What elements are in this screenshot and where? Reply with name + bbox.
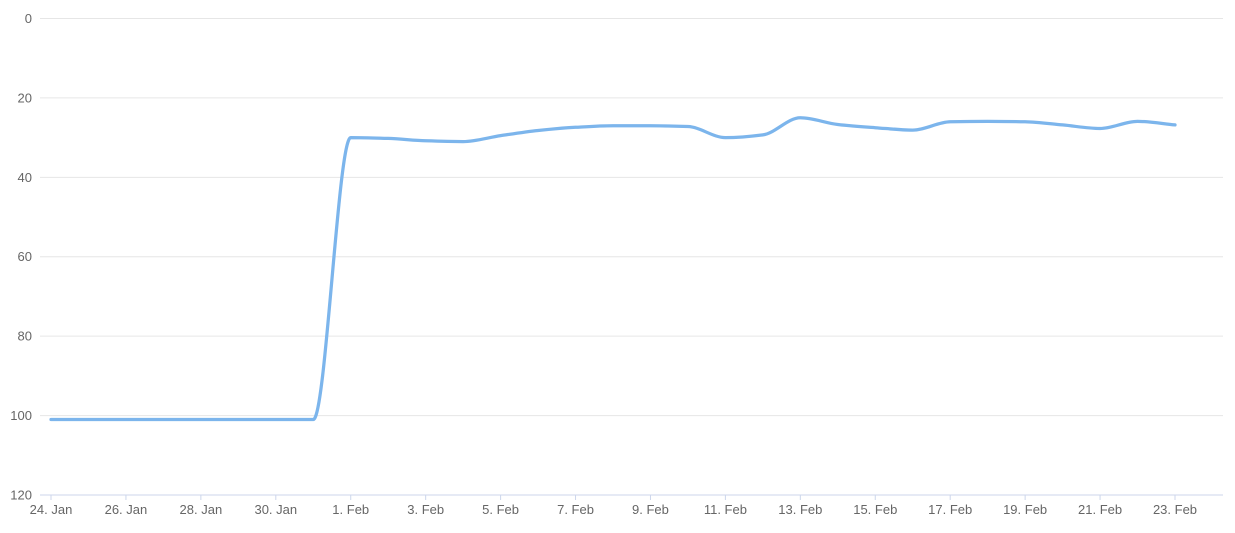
- y-tick-label: 80: [18, 329, 32, 344]
- series-line: [49, 116, 1177, 422]
- x-tick-label: 26. Jan: [105, 502, 148, 517]
- y-tick-label: 0: [25, 11, 32, 26]
- y-tick-label: 20: [18, 90, 32, 105]
- x-tick-label: 17. Feb: [928, 502, 972, 517]
- x-tick-label: 13. Feb: [778, 502, 822, 517]
- x-tick-label: 19. Feb: [1003, 502, 1047, 517]
- x-tick-label: 23. Feb: [1153, 502, 1197, 517]
- x-axis: [40, 494, 1223, 500]
- y-tick-label: 60: [18, 249, 32, 264]
- x-tick-label: 24. Jan: [30, 502, 73, 517]
- y-tick-label: 40: [18, 170, 32, 185]
- y-gridlines: [40, 18, 1223, 496]
- x-tick-label: 15. Feb: [853, 502, 897, 517]
- y-tick-label: 120: [10, 487, 32, 502]
- x-tick-label: 28. Jan: [180, 502, 223, 517]
- x-tick-label: 3. Feb: [407, 502, 444, 517]
- x-tick-label: 21. Feb: [1078, 502, 1122, 517]
- position-line-series: [49, 116, 1177, 422]
- x-tick-label: 30. Jan: [254, 502, 297, 517]
- x-axis-labels: 24. Jan 26. Jan 28. Jan 30. Jan 1. Feb 3. Feb…: [30, 502, 1197, 517]
- x-tick-label: 5. Feb: [482, 502, 519, 517]
- x-tick-label: 9. Feb: [632, 502, 669, 517]
- y-axis-labels: 0 20 40 60 80 100 120: [10, 11, 32, 502]
- x-tick-label: 1. Feb: [332, 502, 369, 517]
- x-tick-label: 11. Feb: [704, 502, 747, 517]
- y-tick-label: 100: [10, 408, 32, 423]
- x-tick-label: 7. Feb: [557, 502, 594, 517]
